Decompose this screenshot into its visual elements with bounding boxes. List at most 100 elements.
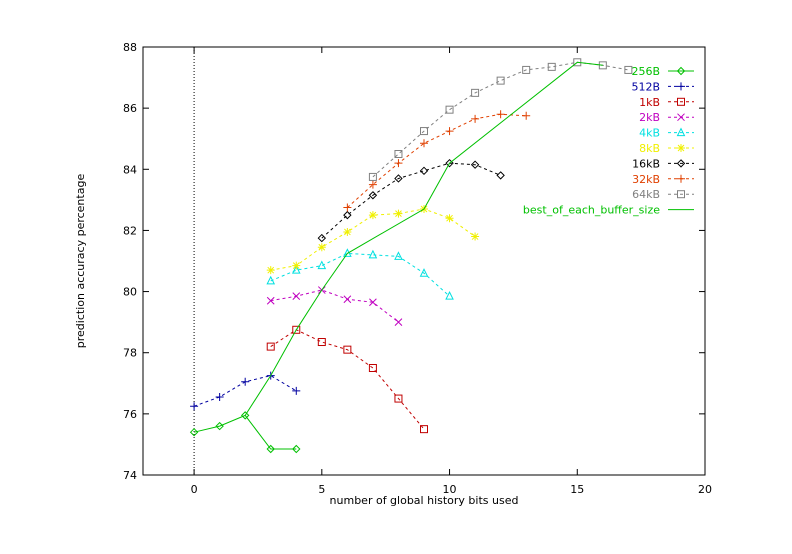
y-tick-label: 86 xyxy=(123,102,137,115)
series-line-16kb xyxy=(321,162,501,239)
series-line-8kb xyxy=(270,208,476,271)
data-point-32kb xyxy=(420,139,428,148)
series-line-2kb xyxy=(270,289,399,323)
y-tick-label: 74 xyxy=(123,469,137,482)
legend-label-4kb: 4kB xyxy=(639,127,660,140)
plot-frame xyxy=(142,46,706,476)
data-point-256b xyxy=(266,444,275,454)
data-point-32kb xyxy=(394,159,403,168)
data-point-2kb xyxy=(394,318,403,326)
data-point-32kb xyxy=(343,203,352,212)
data-point-64kb xyxy=(547,62,556,71)
y-tick-label: 76 xyxy=(123,408,137,421)
data-point-64kb xyxy=(445,105,454,114)
series-line-64kb xyxy=(372,61,629,178)
legend-label-8kb: 8kB xyxy=(639,142,660,155)
y-tick-label: 84 xyxy=(123,163,137,176)
data-point-512b xyxy=(292,386,301,395)
data-point-256b xyxy=(240,411,250,420)
data-point-256b xyxy=(215,421,224,431)
data-point-8kb xyxy=(343,227,352,236)
data-point-16kb xyxy=(317,233,327,243)
data-point-8kb xyxy=(292,261,301,270)
data-point-4kb xyxy=(419,268,429,277)
x-axis-title: number of global history bits used xyxy=(330,494,519,507)
data-point-8kb xyxy=(317,243,326,252)
data-point-4kb xyxy=(368,249,378,259)
data-point-64kb xyxy=(471,88,480,97)
data-point-512b xyxy=(215,393,224,402)
data-point-1kb xyxy=(292,325,301,334)
series-line-256b xyxy=(193,414,297,450)
series-256b xyxy=(189,411,301,454)
series-1kb xyxy=(266,325,428,434)
series-line-4kb xyxy=(270,252,450,297)
legend-marker-2kb xyxy=(677,113,685,122)
data-point-1kb xyxy=(266,342,275,351)
data-point-8kb xyxy=(266,266,275,275)
legend-marker-8kb xyxy=(677,144,685,152)
x-tick-label: 10 xyxy=(443,483,457,496)
x-tick-label: 0 xyxy=(191,483,198,496)
data-point-512b xyxy=(241,377,250,386)
data-point-2kb xyxy=(292,292,301,301)
data-point-8kb xyxy=(445,214,454,223)
legend-label-256b: 256B xyxy=(631,65,660,78)
data-point-1kb xyxy=(420,425,428,434)
y-tick-label: 78 xyxy=(123,347,137,360)
legend-marker-512b xyxy=(677,82,685,91)
series-line-1kb xyxy=(270,329,425,430)
legend-label-best-of-each-buffer-size: best_of_each_buffer_size xyxy=(523,204,660,217)
legend-marker-16kb xyxy=(676,159,686,168)
legend: 256B 512B 1kB 2kB 4kB 8kB 16kB 32kB 64kB best_of_… xyxy=(523,65,694,217)
data-point-2kb xyxy=(343,295,352,304)
data-point-8kb xyxy=(394,209,403,218)
data-point-2kb xyxy=(369,298,377,307)
series-4kb xyxy=(266,248,454,300)
data-point-2kb xyxy=(266,296,275,305)
data-point-32kb xyxy=(471,114,480,123)
y-tick-label: 82 xyxy=(123,224,137,237)
x-tick-label: 5 xyxy=(318,483,325,496)
legend-marker-32kb xyxy=(677,174,685,183)
series-best-of-each-buffer-size xyxy=(244,61,603,416)
data-point-8kb xyxy=(368,211,377,220)
series-512b xyxy=(190,371,301,411)
data-point-64kb xyxy=(522,65,531,74)
data-point-8kb xyxy=(471,232,480,241)
y-tick-label: 88 xyxy=(123,41,137,54)
data-point-16kb xyxy=(343,210,352,220)
legend-marker-4kb xyxy=(676,127,686,137)
series-64kb xyxy=(368,58,633,181)
data-point-64kb xyxy=(496,76,505,85)
data-point-1kb xyxy=(317,338,326,347)
x-tick-label: 15 xyxy=(570,483,584,496)
series-2kb xyxy=(266,286,403,326)
data-point-16kb xyxy=(470,160,480,169)
legend-label-32kb: 32kB xyxy=(632,173,660,186)
data-point-16kb xyxy=(496,171,505,180)
series-8kb xyxy=(266,205,480,275)
data-point-256b xyxy=(189,427,199,437)
x-tick-label: 20 xyxy=(698,483,712,496)
data-point-16kb xyxy=(394,174,403,183)
ticks-layer: 0 5 10 15 20 74 76 78 80 82 84 86 88 xyxy=(123,41,712,496)
legend-label-512b: 512B xyxy=(631,80,660,93)
data-point-16kb xyxy=(445,158,454,168)
data-point-32kb xyxy=(496,110,505,119)
series-16kb xyxy=(317,158,505,243)
data-point-1kb xyxy=(368,364,377,372)
data-point-32kb xyxy=(445,127,454,136)
legend-marker-1kb xyxy=(677,97,685,106)
data-point-32kb xyxy=(522,111,531,120)
data-point-16kb xyxy=(368,191,378,200)
legend-marker-256b xyxy=(676,66,686,76)
data-point-64kb xyxy=(624,65,633,74)
data-point-16kb xyxy=(419,166,429,176)
legend-label-1kb: 1kB xyxy=(639,96,660,109)
legend-label-64kb: 64kB xyxy=(632,188,660,201)
series-layer xyxy=(189,58,633,454)
data-point-1kb xyxy=(343,345,352,354)
data-point-4kb xyxy=(317,260,327,270)
